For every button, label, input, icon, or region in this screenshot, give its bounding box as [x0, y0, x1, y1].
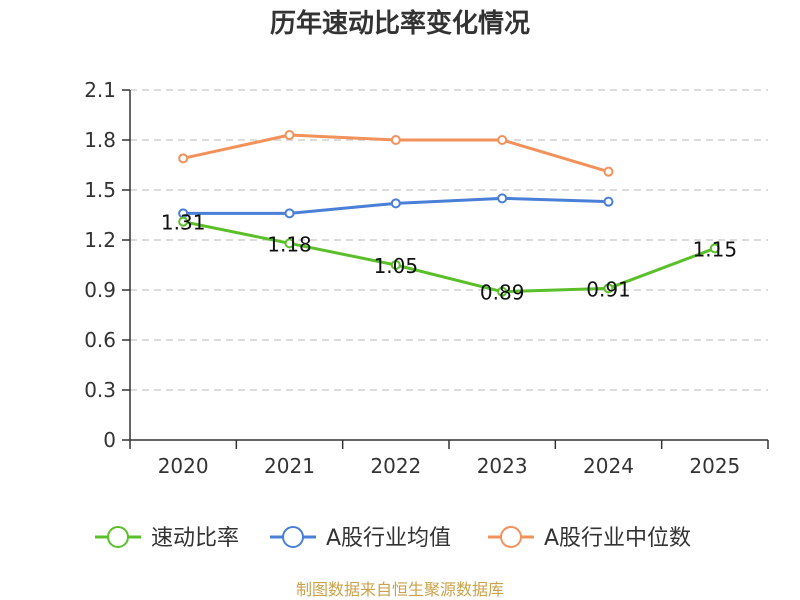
- data-point: [709, 243, 720, 254]
- data-label: 1.15: [693, 237, 738, 261]
- y-tick-label: 0.6: [84, 328, 116, 352]
- x-axis-ticks: 2020 2021 2022 2023 2024 2025: [129, 440, 769, 478]
- data-label: 1.18: [267, 232, 312, 256]
- data-point: [390, 260, 401, 270]
- y-tick-label: 1.5: [84, 178, 116, 202]
- data-point: [497, 286, 508, 297]
- y-tick-label: 1.2: [84, 228, 116, 252]
- data-point: [178, 153, 189, 164]
- legend-item-0[interactable]: 速动比率: [95, 526, 239, 551]
- legend-marker: [107, 526, 129, 548]
- data-point: [497, 135, 508, 145]
- data-point: [284, 130, 295, 140]
- data-label: 0.89: [480, 281, 525, 305]
- y-tick-label: 0.9: [84, 278, 116, 302]
- data-point: [603, 196, 614, 207]
- legend-marker: [500, 526, 522, 548]
- series-line-0: [182, 220, 716, 294]
- x-tick-label: 2025: [689, 454, 740, 478]
- data-point: [497, 193, 508, 204]
- data-label: 0.91: [586, 277, 631, 301]
- legend-label: A股行业均值: [326, 526, 451, 551]
- data-label: 1.05: [374, 254, 419, 278]
- x-tick-label: 2023: [477, 454, 528, 478]
- data-point: [178, 216, 189, 227]
- data-point: [603, 166, 614, 177]
- legend-item-2[interactable]: A股行业中位数: [488, 526, 691, 551]
- data-point: [603, 283, 614, 294]
- y-tick-label: 0: [103, 428, 116, 452]
- data-label: 1.31: [161, 211, 206, 235]
- legend[interactable]: 速动比率 A股行业均值 A股行业中位数: [95, 526, 691, 551]
- grid-lines: [130, 89, 768, 391]
- data-point: [284, 238, 295, 249]
- legend-label: 速动比率: [151, 526, 239, 551]
- legend-marker: [282, 526, 304, 548]
- legend-label: A股行业中位数: [544, 526, 691, 551]
- data-labels: 1.31 1.18 1.05 0.89 0.91 1.15: [161, 211, 737, 305]
- y-tick-label: 2.1: [84, 78, 116, 102]
- x-tick-label: 2022: [370, 454, 421, 478]
- y-axis-ticks: 0 0.3 0.6 0.9 1.2 1.5 1.8 2.1: [84, 78, 130, 452]
- chart-title: 历年速动比率变化情况: [270, 8, 530, 39]
- data-point: [390, 198, 401, 209]
- series-group: [178, 130, 720, 297]
- legend-item-1[interactable]: A股行业均值: [270, 526, 451, 551]
- data-point: [390, 135, 401, 145]
- x-tick-label: 2020: [158, 454, 209, 478]
- x-tick-label: 2021: [264, 454, 315, 478]
- y-tick-label: 0.3: [84, 378, 116, 402]
- data-point: [284, 208, 295, 219]
- x-tick-label: 2024: [583, 454, 634, 478]
- y-tick-label: 1.8: [84, 128, 116, 152]
- source-note: 制图数据来自恒生聚源数据库: [296, 580, 504, 599]
